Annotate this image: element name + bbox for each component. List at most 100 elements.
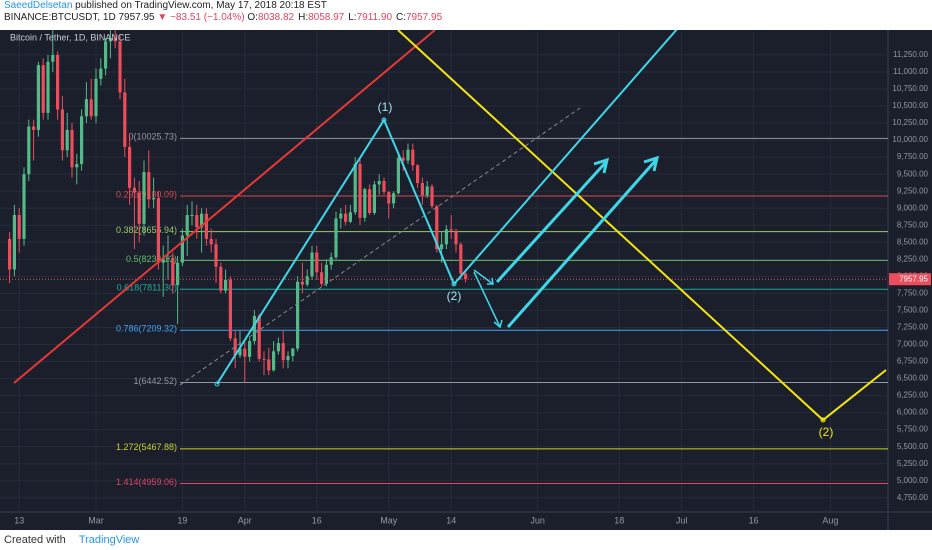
candle-body xyxy=(94,78,98,117)
grid xyxy=(0,30,888,512)
chart: 0(10025.73) 0.236(9180.09) 0.382(8656.94) 0… xyxy=(0,30,932,530)
candle-body xyxy=(305,276,309,285)
y-tick-label: 10,750.00 xyxy=(892,84,928,93)
x-tick-label: May xyxy=(380,515,398,525)
y-tick-label: 6,750.00 xyxy=(897,357,929,366)
candle-body xyxy=(387,191,391,204)
candle-body xyxy=(430,186,434,207)
y-tick-label: 6,250.00 xyxy=(897,391,929,400)
arrow xyxy=(473,271,501,328)
ohlc-value: 7911.90 xyxy=(356,12,392,23)
candle-body xyxy=(401,157,405,161)
candle-body xyxy=(180,235,184,263)
ohlc-key: C: xyxy=(396,12,406,23)
candle-body xyxy=(243,348,247,357)
y-tick-label: 8,750.00 xyxy=(897,220,929,229)
candle-body xyxy=(132,187,136,193)
axes: 4,750.00 5,000.00 5,250.00 5,500.00 5,750.00… xyxy=(14,50,931,525)
author[interactable]: SaeedDelsetan xyxy=(4,0,73,11)
fib-label: 0.236(9180.09) xyxy=(116,189,177,199)
candle-body xyxy=(228,279,232,339)
candle-body xyxy=(27,126,31,175)
point xyxy=(381,117,387,123)
ohlc-key: L: xyxy=(348,12,357,23)
candle-body xyxy=(142,172,146,224)
y-tick-label: 7,500.00 xyxy=(897,306,929,315)
ohlc-value: 8058.97 xyxy=(308,12,345,23)
candle-body xyxy=(56,54,60,110)
candle-body xyxy=(296,281,300,349)
ohlc-value: 8038.82 xyxy=(257,12,295,23)
candle-body xyxy=(123,92,127,147)
candle-body xyxy=(286,356,290,361)
candle-body xyxy=(324,264,328,284)
yellow-projection xyxy=(397,30,887,422)
trend-line xyxy=(13,30,436,384)
y-tick-label: 11,250.00 xyxy=(893,50,929,59)
wave-label: (2) xyxy=(819,425,834,439)
candle-body xyxy=(267,359,271,371)
y-tick-label: 9,250.00 xyxy=(897,186,929,195)
candle-body xyxy=(224,279,228,291)
candle-body xyxy=(99,68,103,79)
ohlc-value: 7957.95 xyxy=(406,12,443,23)
candle-body xyxy=(348,212,352,222)
arrow-head xyxy=(643,155,660,172)
fib-label: 0.786(7209.32) xyxy=(116,324,177,334)
fib-label: 1(6442.52) xyxy=(133,376,177,386)
x-tick-label: 14 xyxy=(446,515,456,525)
candle-body xyxy=(51,54,55,62)
candle-body xyxy=(171,257,175,286)
brand[interactable]: TradingView xyxy=(78,534,140,546)
last-price-box xyxy=(889,273,931,286)
candle-body xyxy=(449,229,453,231)
candle-body xyxy=(454,230,458,245)
y-tick-label: 5,750.00 xyxy=(897,425,929,434)
candle-body xyxy=(368,189,372,213)
candle-body xyxy=(147,172,151,200)
y-tick-label: 7,000.00 xyxy=(897,340,929,349)
candle-body xyxy=(75,163,79,168)
x-tick-label: 18 xyxy=(614,515,624,525)
candle-body xyxy=(8,238,12,270)
x-tick-label: Apr xyxy=(238,515,252,525)
candle-body xyxy=(233,338,237,356)
arrow xyxy=(506,159,658,328)
candle-body xyxy=(60,109,64,151)
y-tick-label: 4,750.00 xyxy=(897,493,929,502)
candle-body xyxy=(262,358,266,360)
candle-body xyxy=(377,180,381,185)
candle-body xyxy=(80,116,84,164)
candle-body xyxy=(128,146,132,188)
arrow-head xyxy=(487,277,494,285)
y-tick-label: 10,500.00 xyxy=(892,101,928,110)
symbol: BINANCE:BTCUSDT, 1D xyxy=(4,12,116,23)
candle-body xyxy=(185,215,189,236)
x-tick-label: 13 xyxy=(14,515,24,525)
candle-body xyxy=(464,273,468,280)
wave-lines xyxy=(216,30,678,385)
candles xyxy=(0,30,888,382)
candle-body xyxy=(113,37,117,42)
candle-body xyxy=(214,244,218,267)
candle-body xyxy=(406,149,410,161)
candle-body xyxy=(435,206,439,250)
candle-body xyxy=(200,213,204,228)
fib-label: 0(10025.73) xyxy=(128,132,177,142)
quote-line: BINANCE:BTCUSDT, 1D 7957.95 ▼ −83.51 (−1… xyxy=(0,12,932,24)
fib-label: 0.5(8234.13) xyxy=(126,254,177,264)
candle-body xyxy=(252,315,256,342)
candle-body xyxy=(108,37,112,42)
x-tick-label: 16 xyxy=(749,515,759,525)
candle-body xyxy=(416,165,420,184)
published: published on TradingView.com, May 17, 20… xyxy=(75,0,327,11)
drawings xyxy=(13,30,887,423)
candle-body xyxy=(84,99,88,117)
candle-body xyxy=(276,343,280,352)
candle-body xyxy=(190,215,194,217)
candle-body xyxy=(36,65,40,130)
last-price-label: 7957.95 xyxy=(899,274,928,283)
y-tick-label: 7,750.00 xyxy=(897,288,929,297)
y-tick-label: 7,250.00 xyxy=(897,323,929,332)
y-tick-label: 6,000.00 xyxy=(897,408,929,417)
